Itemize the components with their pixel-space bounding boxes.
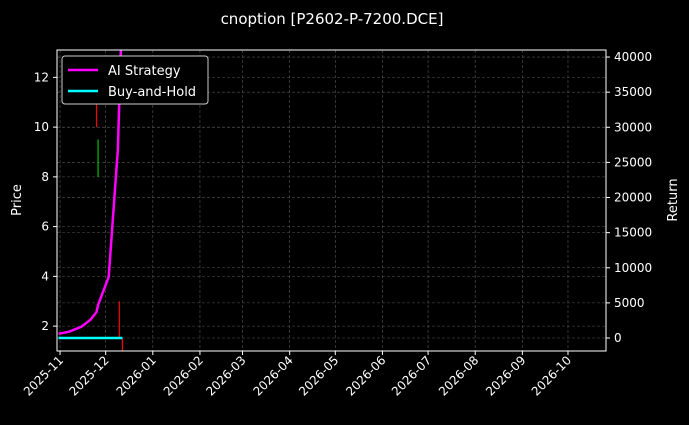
y-tick-label: 2	[41, 319, 49, 333]
x-tick-label: 2026-07	[389, 353, 434, 398]
x-tick-label: 2026-02	[161, 353, 206, 398]
y2-tick-label: 0	[614, 331, 622, 345]
y-axis-label: Price	[10, 184, 25, 216]
y2-axis-label: Return	[666, 178, 681, 221]
y2-tick-label: 30000	[614, 120, 652, 134]
y-tick-label: 8	[41, 170, 49, 184]
chart-title: cnoption [P2602-P-7200.DCE]	[221, 10, 444, 28]
x-tick-label: 2026-05	[296, 353, 341, 398]
x-tick-label: 2026-04	[250, 353, 295, 398]
legend-label-ai-strategy: AI Strategy	[108, 64, 181, 79]
x-tick-label: 2026-09	[483, 353, 528, 398]
y-tick-label: 4	[41, 269, 49, 283]
x-tick-label: 2026-08	[436, 353, 481, 398]
series-line-ai-strategy	[58, 50, 123, 336]
y2-tick-label: 15000	[614, 226, 652, 240]
x-tick-label: 2026-01	[114, 353, 159, 398]
y2-tick-label: 10000	[614, 261, 652, 275]
y2-tick-label: 25000	[614, 155, 652, 169]
x-tick-label: 2025-11	[21, 353, 66, 398]
y2-tick-label: 5000	[614, 296, 645, 310]
x-tick-label: 2026-06	[343, 353, 388, 398]
x-tick-label: 2025-12	[66, 353, 111, 398]
x-tick-label: 2026-03	[203, 353, 248, 398]
y-tick-label: 6	[41, 220, 49, 234]
y-tick-label: 10	[34, 120, 49, 134]
y2-tick-label: 40000	[614, 50, 652, 64]
x-tick-label: 2026-10	[529, 353, 574, 398]
y2-tick-label: 35000	[614, 85, 652, 99]
legend-label-buy-and-hold: Buy-and-Hold	[108, 85, 196, 100]
y-tick-label: 12	[34, 70, 49, 84]
legend: AI Strategy Buy-and-Hold	[61, 55, 209, 105]
y2-tick-label: 20000	[614, 191, 652, 205]
plot-frame	[56, 49, 607, 352]
